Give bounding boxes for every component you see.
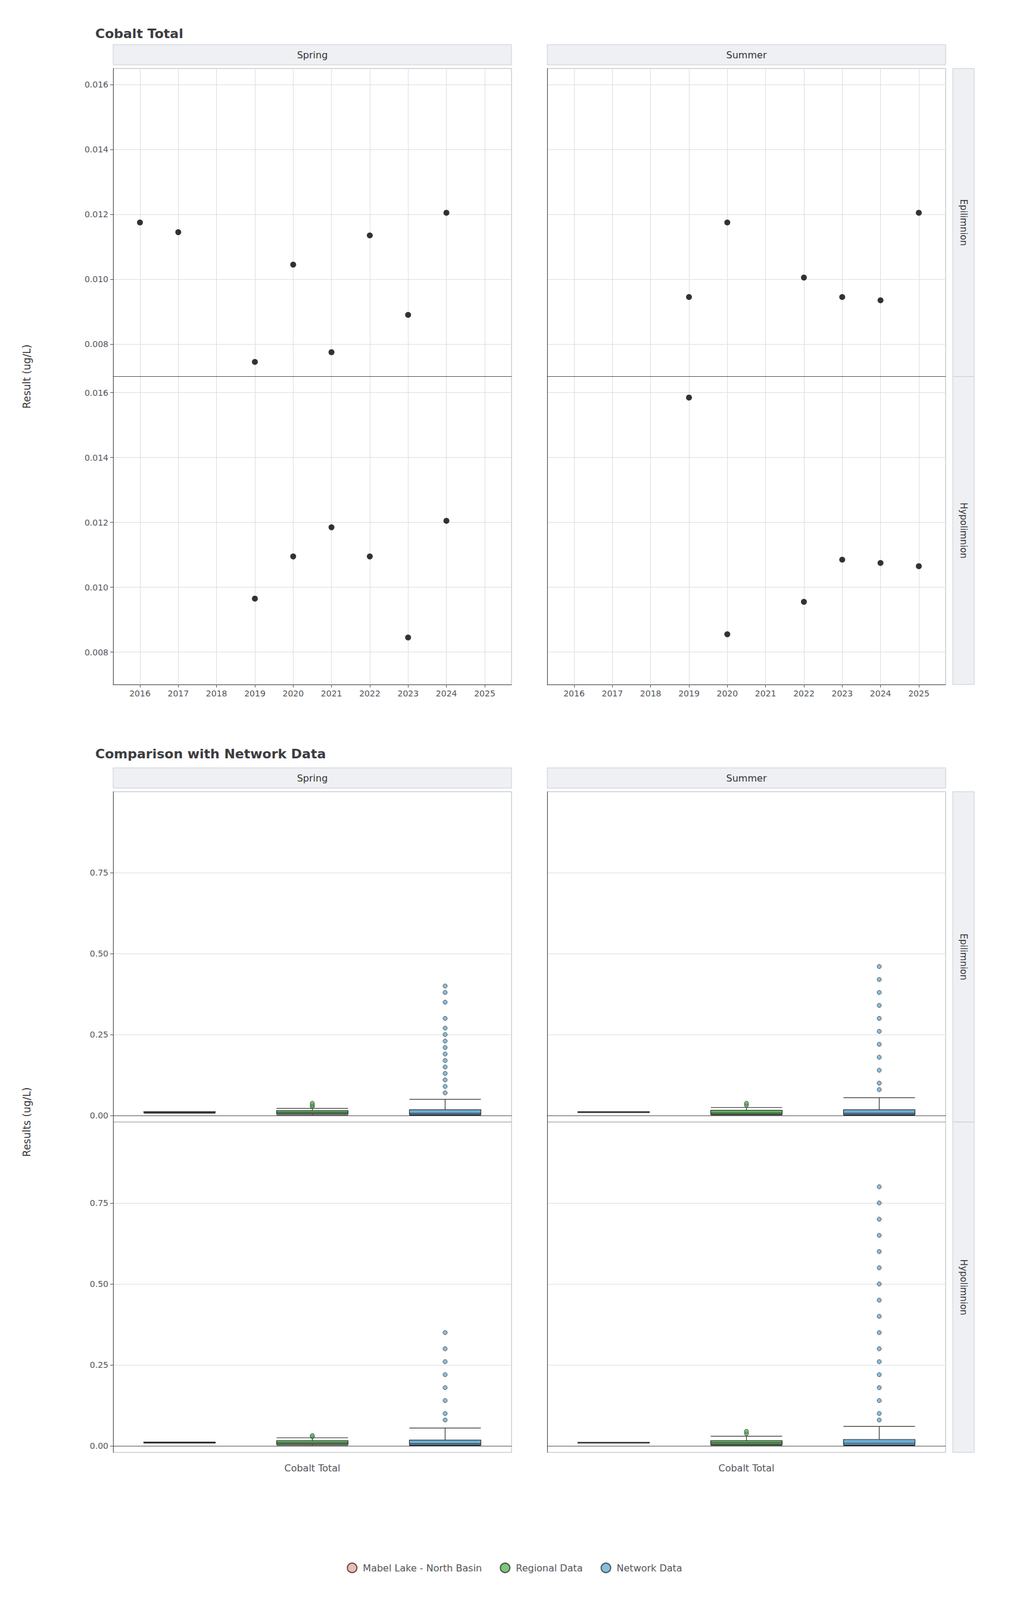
svg-text:Result (ug/L): Result (ug/L) (20, 344, 33, 410)
svg-text:0.014: 0.014 (84, 453, 109, 463)
svg-text:0.010: 0.010 (84, 274, 109, 285)
svg-text:2018: 2018 (640, 688, 662, 699)
svg-text:Regional Data: Regional Data (515, 1563, 583, 1575)
svg-text:0.75: 0.75 (89, 1198, 109, 1209)
svg-text:Cobalt Total: Cobalt Total (718, 1463, 775, 1475)
svg-text:2019: 2019 (678, 688, 700, 699)
svg-text:2023: 2023 (397, 688, 419, 699)
svg-text:Comparison with Network Data: Comparison with Network Data (95, 746, 326, 762)
svg-text:Hypolimnion: Hypolimnion (958, 502, 969, 559)
svg-text:2019: 2019 (244, 688, 266, 699)
svg-text:0.00: 0.00 (89, 1111, 109, 1121)
svg-text:2022: 2022 (793, 688, 815, 699)
svg-text:2018: 2018 (206, 688, 228, 699)
svg-text:0.010: 0.010 (84, 582, 109, 593)
svg-text:2025: 2025 (908, 688, 930, 699)
svg-text:2020: 2020 (282, 688, 305, 699)
svg-text:2024: 2024 (870, 688, 892, 699)
svg-text:2021: 2021 (320, 688, 343, 699)
svg-text:0.016: 0.016 (84, 388, 109, 398)
svg-text:2021: 2021 (755, 688, 777, 699)
svg-text:Mabel Lake - North Basin: Mabel Lake - North Basin (362, 1563, 482, 1575)
svg-text:0.75: 0.75 (89, 868, 109, 878)
svg-text:2020: 2020 (716, 688, 739, 699)
svg-text:0.012: 0.012 (84, 209, 109, 220)
svg-text:Epilimnion: Epilimnion (958, 199, 969, 246)
svg-text:2025: 2025 (474, 688, 496, 699)
svg-text:0.50: 0.50 (89, 949, 109, 959)
svg-text:Cobalt Total: Cobalt Total (284, 1463, 341, 1475)
svg-text:2016: 2016 (129, 688, 151, 699)
svg-text:2023: 2023 (831, 688, 853, 699)
svg-text:0.00: 0.00 (89, 1441, 109, 1452)
svg-text:Spring: Spring (297, 772, 329, 785)
svg-text:Cobalt Total: Cobalt Total (95, 26, 184, 42)
svg-text:0.014: 0.014 (84, 144, 109, 155)
svg-text:Epilimnion: Epilimnion (958, 933, 969, 981)
svg-text:0.50: 0.50 (89, 1279, 109, 1290)
svg-text:0.25: 0.25 (89, 1030, 109, 1040)
svg-text:0.012: 0.012 (84, 518, 109, 528)
svg-text:Spring: Spring (297, 49, 329, 61)
svg-text:2017: 2017 (167, 688, 190, 699)
svg-text:Summer: Summer (726, 49, 767, 61)
svg-text:0.016: 0.016 (84, 79, 109, 90)
svg-text:2024: 2024 (435, 688, 458, 699)
svg-text:Network Data: Network Data (616, 1563, 683, 1575)
svg-text:2017: 2017 (602, 688, 624, 699)
svg-text:Hypolimnion: Hypolimnion (958, 1259, 969, 1316)
svg-text:0.25: 0.25 (89, 1360, 109, 1371)
svg-text:Results (ug/L): Results (ug/L) (20, 1087, 33, 1158)
svg-text:0.008: 0.008 (84, 339, 109, 349)
svg-text:0.008: 0.008 (84, 647, 109, 658)
svg-text:Summer: Summer (726, 772, 767, 785)
svg-text:2022: 2022 (359, 688, 381, 699)
svg-text:2016: 2016 (563, 688, 585, 699)
